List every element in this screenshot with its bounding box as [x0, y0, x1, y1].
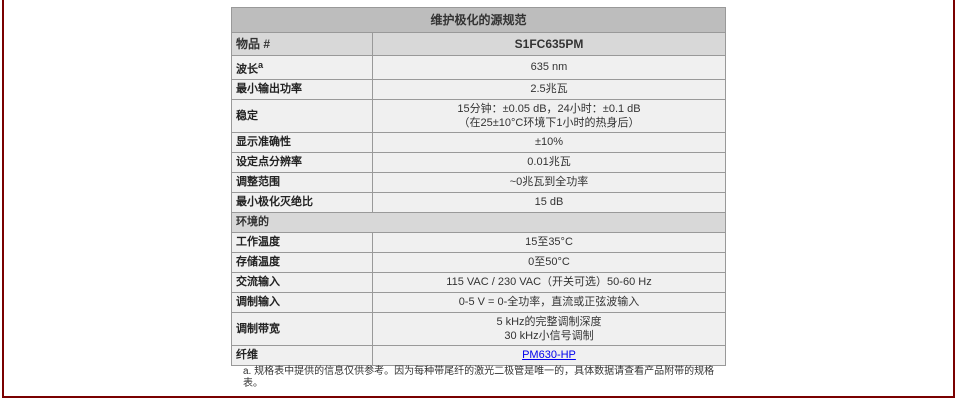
table-row: 交流输入 115 VAC / 230 VAC（开关可选）50-60 Hz — [231, 271, 726, 293]
section-header: 环境的 — [231, 211, 726, 233]
fiber-link[interactable]: PM630-HP — [522, 349, 576, 362]
table-row: 最小极化灭绝比 15 dB — [231, 191, 726, 213]
row-value: 115 VAC / 230 VAC（开关可选）50-60 Hz — [372, 271, 726, 293]
row-value: 15至35°C — [372, 231, 726, 253]
table-row: 纤维 PM630-HP — [231, 344, 726, 366]
table-row: 调制带宽 5 kHz的完整调制深度 30 kHz小信号调制 — [231, 311, 726, 346]
table-row: 显示准确性 ±10% — [231, 131, 726, 153]
section-row: 环境的 — [231, 211, 726, 233]
item-number-label: 物品 # — [231, 32, 373, 56]
value-line: （在25±10°C环境下1小时的热身后） — [458, 116, 640, 129]
table-title: 维护极化的源规范 — [231, 7, 726, 33]
value-line: 30 kHz小信号调制 — [504, 329, 594, 342]
item-number-value: S1FC635PM — [372, 32, 726, 56]
row-label: 设定点分辨率 — [231, 151, 373, 173]
row-value: ±10% — [372, 131, 726, 153]
row-value: 15分钟：±0.05 dB，24小时：±0.1 dB （在25±10°C环境下1小… — [372, 98, 726, 133]
table-row: 调整范围 ~0兆瓦到全功率 — [231, 171, 726, 193]
row-label: 稳定 — [231, 98, 373, 133]
row-label: 交流输入 — [231, 271, 373, 293]
value-line: 15分钟：±0.05 dB，24小时：±0.1 dB — [457, 102, 641, 115]
table-row: 波长a 635 nm — [231, 55, 726, 80]
row-label: 最小输出功率 — [231, 78, 373, 100]
table-row: 稳定 15分钟：±0.05 dB，24小时：±0.1 dB （在25±10°C环境下… — [231, 98, 726, 133]
table-row: 调制输入 0-5 V = 0-全功率，直流或正弦波输入 — [231, 291, 726, 313]
row-label: 显示准确性 — [231, 131, 373, 153]
row-label: 纤维 — [231, 344, 373, 366]
table-row: 设定点分辨率 0.01兆瓦 — [231, 151, 726, 173]
row-value: 2.5兆瓦 — [372, 78, 726, 100]
row-label: 调制输入 — [231, 291, 373, 313]
footnote: a. 规格表中提供的信息仅供参考。因为每种带尾纤的激光二极管是唯一的，具体数据请… — [243, 366, 715, 389]
table-row: 存储温度 0至50°C — [231, 251, 726, 273]
spec-table: 维护极化的源规范 物品 # S1FC635PM 波长a 635 nm 最小输出功率 2… — [231, 7, 726, 366]
row-value: 0.01兆瓦 — [372, 151, 726, 173]
row-value: 0-5 V = 0-全功率，直流或正弦波输入 — [372, 291, 726, 313]
row-value: 5 kHz的完整调制深度 30 kHz小信号调制 — [372, 311, 726, 346]
row-label: 波长a — [231, 55, 373, 80]
footnote-marker: a — [258, 60, 264, 70]
row-value: PM630-HP — [372, 344, 726, 366]
row-value: 0至50°C — [372, 251, 726, 273]
row-value: 635 nm — [372, 55, 726, 80]
row-value: ~0兆瓦到全功率 — [372, 171, 726, 193]
table-row: 最小输出功率 2.5兆瓦 — [231, 78, 726, 100]
row-label: 调制带宽 — [231, 311, 373, 346]
row-label: 工作温度 — [231, 231, 373, 253]
table-row: 工作温度 15至35°C — [231, 231, 726, 253]
row-label: 最小极化灭绝比 — [231, 191, 373, 213]
label-text: 波长 — [236, 63, 258, 76]
row-label: 存储温度 — [231, 251, 373, 273]
row-label: 调整范围 — [231, 171, 373, 193]
value-line: 5 kHz的完整调制深度 — [496, 315, 602, 328]
row-value: 15 dB — [372, 191, 726, 213]
